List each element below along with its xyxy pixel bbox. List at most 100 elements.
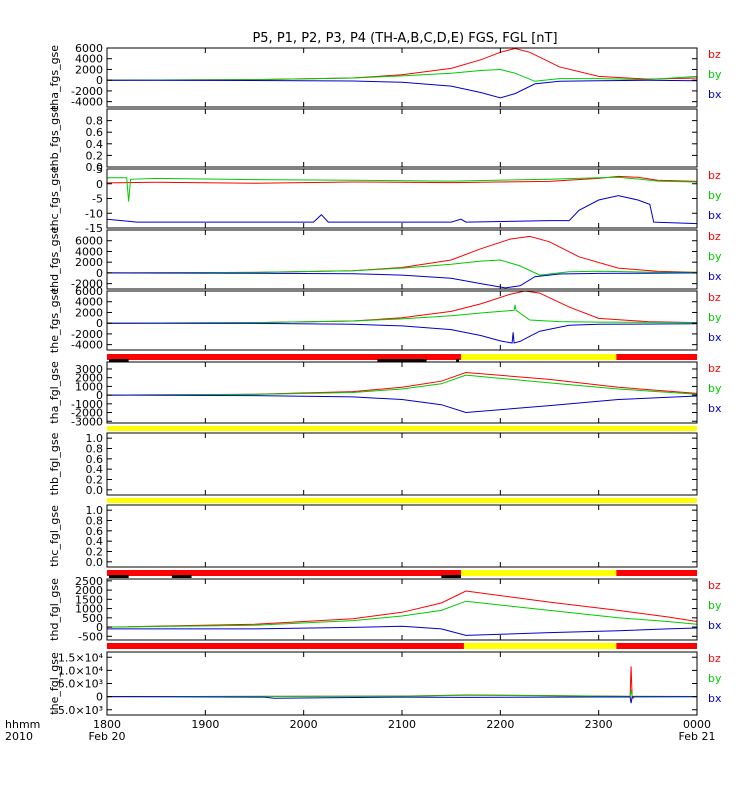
- y-tick-label: 1500: [75, 593, 103, 606]
- x-tick-label: 2100: [388, 718, 416, 731]
- y-tick-label: 0: [96, 74, 103, 87]
- y-tick-label: 500: [82, 612, 103, 625]
- legend-by: by: [708, 599, 722, 612]
- series-line-bx: [107, 394, 697, 414]
- status-bar-black-mark: [108, 359, 129, 362]
- y-tick-label: 0.2: [86, 546, 104, 559]
- y-tick-label: 0: [96, 389, 103, 402]
- legend-bx: bx: [708, 331, 722, 344]
- y-tick-label: 2000: [75, 63, 103, 76]
- status-bars: [107, 354, 697, 649]
- panel-frame: [106, 432, 698, 496]
- y-tick-label: 0.6: [86, 453, 104, 466]
- y-tick-label: 2500: [75, 575, 103, 588]
- series-line-bx: [107, 696, 697, 704]
- status-bar-segment: [461, 570, 617, 576]
- y-tick-label: 4000: [75, 53, 103, 66]
- y-tick-label: 1.0×10⁴: [58, 664, 104, 677]
- y-tick-label: -1000: [71, 398, 103, 411]
- panel-data: [107, 590, 697, 636]
- y-tick-label: 6000: [75, 285, 103, 298]
- status-bar-segment: [463, 643, 617, 649]
- x-tick-label: 1800: [93, 718, 121, 731]
- series-line-by: [107, 259, 697, 276]
- status-bar: [107, 498, 697, 503]
- y-axis-label: tha_fgs_gse: [48, 45, 61, 110]
- legend-bz: bz: [708, 362, 721, 375]
- panel-frame: [106, 108, 698, 168]
- series-line-by: [107, 374, 697, 396]
- y-tick-label: 1000: [75, 603, 103, 616]
- y-tick-label: 1.0: [86, 432, 104, 445]
- y-tick-label: -4000: [71, 96, 103, 109]
- x-tick-date: Feb 21: [679, 730, 716, 743]
- y-tick-label: 4000: [75, 296, 103, 309]
- status-bar-segment: [107, 498, 697, 503]
- series-line-bz: [107, 590, 697, 628]
- legend-by: by: [708, 68, 722, 81]
- y-tick-label: 6000: [75, 42, 103, 55]
- y-tick-label: -2000: [71, 85, 103, 98]
- y-tick-label: 6000: [75, 235, 103, 248]
- panel-frame: [106, 361, 698, 424]
- status-bar: [107, 570, 697, 578]
- plot-title: P5, P1, P2, P3, P4 (TH-A,B,C,D,E) FGS, F…: [252, 31, 557, 46]
- series-line-bx: [107, 625, 697, 636]
- y-tick-label: -3000: [71, 415, 103, 428]
- series-line-bz: [107, 371, 697, 396]
- y-tick-label: 0.4: [86, 463, 104, 476]
- legend-bx: bx: [708, 619, 722, 632]
- legend-bx: bx: [708, 209, 722, 222]
- panel-thc_fgl_gse: 1.00.80.60.40.20.0 thc_fgl_gse: [48, 504, 698, 569]
- x-tick-label: 0000: [683, 718, 711, 731]
- series-line-by: [107, 690, 697, 698]
- y-tick-label: 0.0: [86, 484, 104, 497]
- y-axis-label: thd_fgs_gse: [48, 227, 61, 293]
- y-axis-label: thc_fgs_gse: [48, 166, 61, 231]
- y-tick-label: -2000: [71, 278, 103, 291]
- y-tick-label: 0.2: [86, 474, 104, 487]
- y-tick-label: 4000: [75, 245, 103, 258]
- status-bar-segment: [107, 570, 461, 576]
- status-bar-segment: [107, 426, 697, 431]
- y-tick-label: 0.4: [86, 535, 104, 548]
- series-line-bz: [107, 175, 697, 184]
- status-bar-black-mark: [441, 575, 461, 578]
- status-bar-segment: [616, 570, 697, 576]
- legend-by: by: [708, 189, 722, 202]
- y-axis-label: thb_fgl_gse: [48, 432, 61, 495]
- y-tick-label: 5.0×10³: [58, 678, 103, 691]
- legend-by: by: [708, 250, 722, 263]
- y-axis-label: thd_fgl_gse: [48, 578, 61, 641]
- legend-bx: bx: [708, 692, 722, 705]
- panel-frame: [106, 290, 698, 351]
- status-bar-segment: [461, 354, 617, 360]
- y-tick-label: -5: [92, 193, 103, 206]
- legend-by: by: [708, 382, 722, 395]
- status-bar-segment: [616, 643, 697, 649]
- legend-bx: bx: [708, 270, 722, 283]
- y-tick-label: 0.8: [86, 515, 104, 528]
- status-bar-segment: [107, 643, 464, 649]
- series-line-bx: [107, 322, 697, 344]
- y-tick-label: 0: [96, 267, 103, 280]
- panel-the_fgl_gse: 1.5×10⁴1.0×10⁴5.0×10³0-5.0×10³the_fgl_gs…: [48, 651, 722, 717]
- y-tick-label: 2000: [75, 584, 103, 597]
- y-tick-label: 0.8: [86, 115, 104, 128]
- legend-by: by: [708, 311, 722, 324]
- panel-data: [107, 371, 697, 414]
- panel-data: [107, 666, 697, 704]
- y-tick-label: 0: [96, 178, 103, 191]
- y-tick-label: 0: [96, 691, 103, 704]
- y-tick-label: 5: [96, 163, 103, 176]
- legend-bz: bz: [708, 579, 721, 592]
- y-axis-label: the_fgs_gse: [48, 288, 61, 353]
- series-line-by: [107, 176, 697, 202]
- y-tick-label: 2000: [75, 372, 103, 385]
- panel-data: [107, 48, 697, 99]
- series-line-bx: [107, 272, 697, 289]
- y-axis-label: tha_fgl_gse: [48, 361, 61, 424]
